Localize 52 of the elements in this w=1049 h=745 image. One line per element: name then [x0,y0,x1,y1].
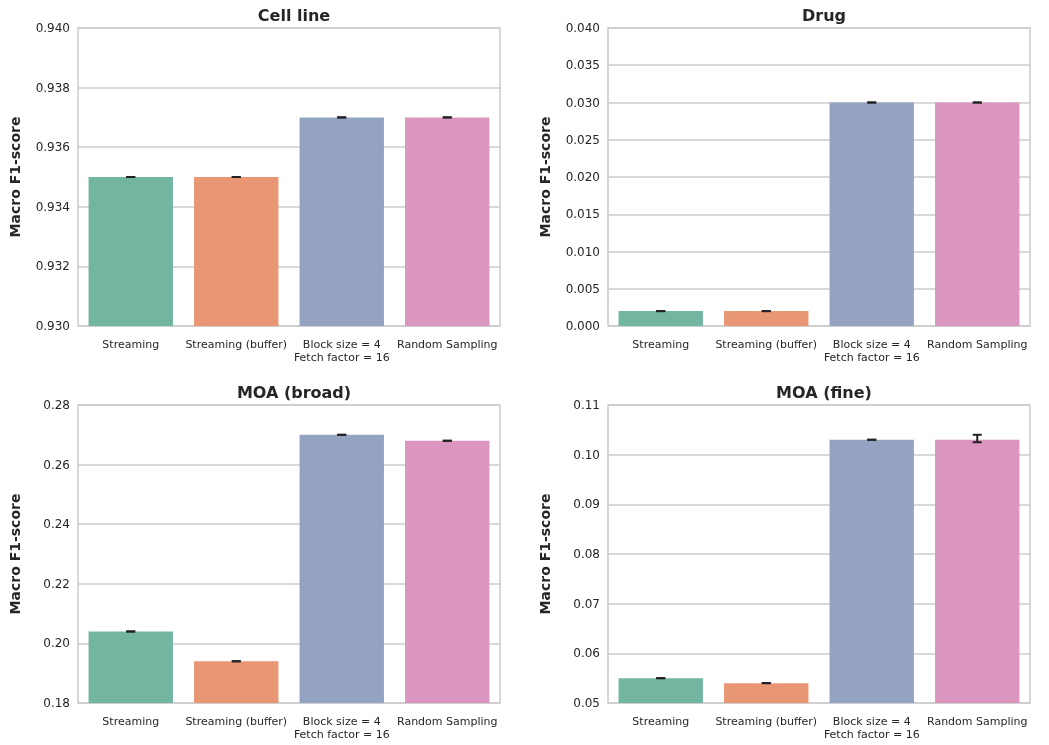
y-axis-title: Macro F1-score [7,116,23,238]
y-tick-label: 0.020 [565,170,600,184]
y-tick-label: 0.936 [35,140,70,155]
y-tick-label: 0.040 [565,21,600,35]
y-tick-label: 0.025 [565,132,600,147]
y-tick-label: 0.932 [35,259,70,274]
chart-title: MOA (broad) [236,382,352,402]
x-tick-label: Random Sampling [926,715,1028,728]
y-tick-label: 0.030 [565,95,600,110]
y-tick-label: 0.930 [35,319,70,333]
y-tick-label: 0.010 [565,244,600,259]
chart-title: MOA (fine) [776,382,872,402]
y-tick-label: 0.24 [43,517,70,532]
y-tick-label: 0.26 [43,457,70,472]
chart-title: Drug [801,5,847,25]
y-tick-label: 0.07 [573,596,600,611]
y-axis-title: Macro F1-score [7,493,23,615]
y-axis-title: Macro F1-score [537,116,553,238]
y-tick-label: 0.934 [35,199,70,214]
x-tick-label: Block size = 4 Fetch factor = 16 [293,715,390,741]
x-tick-label: Streaming (buffer) [715,715,818,728]
x-tick-label: Block size = 4 Fetch factor = 16 [293,338,390,364]
y-tick-label: 0.08 [573,547,600,561]
x-tick-label: Block size = 4 Fetch factor = 16 [823,715,920,741]
x-tick-label: Random Sampling [396,338,498,351]
x-tick-label: Streaming [632,715,690,728]
y-tick-label: 0.940 [35,21,70,35]
y-tick-label: 0.22 [43,576,70,591]
y-tick-label: 0.28 [43,398,70,412]
y-tick-label: 0.035 [565,58,600,73]
y-tick-label: 0.18 [43,696,70,710]
y-axis-title: Macro F1-score [537,493,553,615]
y-tick-label: 0.015 [565,207,600,222]
x-tick-label: Random Sampling [396,715,498,728]
y-tick-label: 0.20 [43,636,70,651]
y-tick-label: 0.09 [573,497,600,512]
y-tick-label: 0.10 [573,447,600,462]
chart-title: Cell line [257,5,331,25]
x-tick-label: Streaming (buffer) [715,338,818,351]
x-tick-label: Streaming (buffer) [185,338,288,351]
y-tick-label: 0.005 [565,281,600,296]
y-tick-label: 0.000 [565,319,600,333]
x-tick-label: Streaming [102,338,160,351]
x-tick-label: Streaming [102,715,160,728]
x-tick-label: Streaming [632,338,690,351]
y-tick-label: 0.06 [573,646,600,661]
x-tick-label: Block size = 4 Fetch factor = 16 [823,338,920,364]
y-tick-label: 0.938 [35,80,70,95]
x-tick-label: Random Sampling [926,338,1028,351]
x-tick-label: Streaming (buffer) [185,715,288,728]
y-tick-label: 0.05 [573,696,600,710]
y-tick-label: 0.11 [573,398,600,412]
